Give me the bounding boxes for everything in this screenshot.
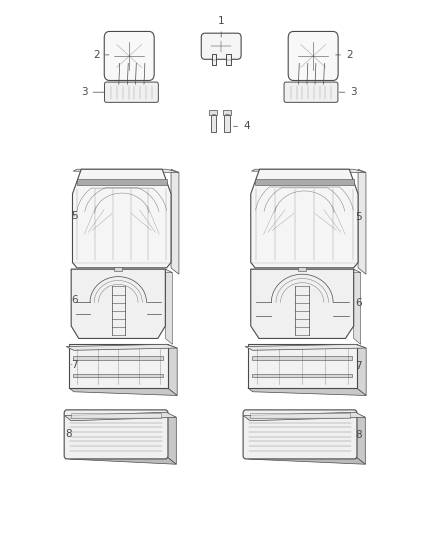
Polygon shape [171, 169, 179, 274]
FancyBboxPatch shape [104, 31, 154, 80]
Polygon shape [354, 269, 360, 344]
Polygon shape [166, 269, 173, 344]
Polygon shape [354, 413, 365, 464]
Text: 5: 5 [355, 213, 361, 222]
Text: 2: 2 [93, 50, 109, 60]
Polygon shape [71, 413, 161, 418]
Text: 3: 3 [81, 87, 104, 97]
Bar [223, 110, 231, 115]
Polygon shape [166, 413, 177, 464]
Polygon shape [67, 456, 177, 464]
Polygon shape [69, 388, 177, 395]
Polygon shape [69, 344, 168, 388]
Polygon shape [168, 344, 177, 395]
Polygon shape [114, 266, 122, 271]
Text: 5: 5 [71, 211, 78, 221]
Polygon shape [74, 356, 163, 360]
FancyBboxPatch shape [288, 31, 338, 80]
Text: 6: 6 [71, 295, 78, 305]
Bar [224, 115, 230, 132]
Polygon shape [255, 179, 354, 185]
Text: 8: 8 [355, 431, 361, 440]
Text: 7: 7 [71, 360, 78, 369]
FancyBboxPatch shape [243, 410, 357, 459]
Polygon shape [251, 269, 354, 338]
Polygon shape [248, 344, 357, 388]
Polygon shape [252, 356, 352, 360]
Polygon shape [71, 269, 166, 338]
FancyBboxPatch shape [201, 33, 241, 59]
Text: 3: 3 [339, 87, 357, 97]
Polygon shape [251, 269, 360, 273]
Bar [212, 54, 216, 65]
Text: 2: 2 [336, 50, 353, 60]
Polygon shape [298, 266, 306, 271]
Polygon shape [73, 169, 179, 173]
Polygon shape [244, 412, 365, 421]
Polygon shape [246, 456, 365, 464]
Polygon shape [251, 169, 366, 173]
Bar [211, 115, 216, 132]
Bar [209, 110, 217, 115]
Polygon shape [77, 179, 166, 185]
Polygon shape [248, 388, 366, 395]
Polygon shape [357, 344, 366, 395]
Polygon shape [65, 412, 177, 421]
Polygon shape [245, 344, 366, 350]
Text: 6: 6 [355, 298, 361, 308]
Polygon shape [250, 413, 350, 418]
Polygon shape [252, 374, 352, 377]
FancyBboxPatch shape [64, 410, 168, 459]
Text: 8: 8 [65, 429, 71, 439]
Polygon shape [74, 374, 163, 377]
Text: 4: 4 [233, 122, 250, 131]
Text: 1: 1 [218, 17, 225, 37]
Polygon shape [66, 344, 177, 350]
Text: 7: 7 [355, 361, 361, 371]
FancyBboxPatch shape [104, 82, 158, 102]
Bar [226, 54, 230, 65]
Polygon shape [73, 169, 171, 268]
Polygon shape [71, 269, 173, 273]
Polygon shape [358, 169, 366, 274]
FancyBboxPatch shape [284, 82, 338, 102]
Polygon shape [251, 169, 358, 268]
